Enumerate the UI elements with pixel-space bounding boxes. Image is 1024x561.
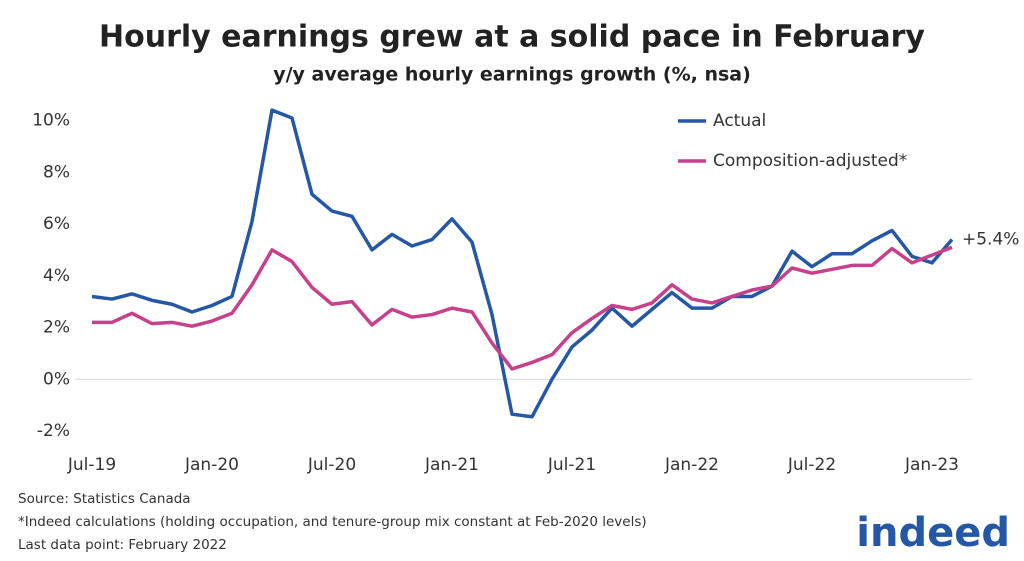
x-tick-label: Jan-22 <box>664 455 719 475</box>
y-tick-label: 4% <box>43 266 70 286</box>
y-tick-label: 2% <box>43 318 70 338</box>
x-tick-label: Jul-20 <box>307 455 356 475</box>
logo: indeed <box>856 510 1010 556</box>
last-data-note: Last data point: February 2022 <box>18 537 227 553</box>
y-tick-label: 6% <box>43 214 70 234</box>
y-tick-label: 8% <box>43 162 70 182</box>
x-tick-label: Jul-21 <box>547 455 596 475</box>
legend-label: Composition-adjusted* <box>713 151 907 171</box>
source-note: Source: Statistics Canada <box>18 491 191 507</box>
legend-label: Actual <box>713 111 766 131</box>
y-tick-label: 10% <box>32 111 70 131</box>
footnote: *Indeed calculations (holding occupation… <box>18 514 647 530</box>
chart-title: Hourly earnings grew at a solid pace in … <box>99 20 925 55</box>
y-tick-label: 0% <box>43 369 70 389</box>
x-tick-label: Jan-23 <box>904 455 959 475</box>
line-series <box>92 245 953 371</box>
x-tick-label: Jan-21 <box>424 455 479 475</box>
x-tick-label: Jul-22 <box>787 455 836 475</box>
x-tick-label: Jan-20 <box>184 455 239 475</box>
y-tick-label: -2% <box>37 421 70 441</box>
line-series <box>91 108 954 419</box>
value-label: +5.4% <box>962 230 1019 250</box>
x-tick-label: Jul-19 <box>67 455 116 475</box>
chart-subtitle: y/y average hourly earnings growth (%, n… <box>273 64 751 86</box>
